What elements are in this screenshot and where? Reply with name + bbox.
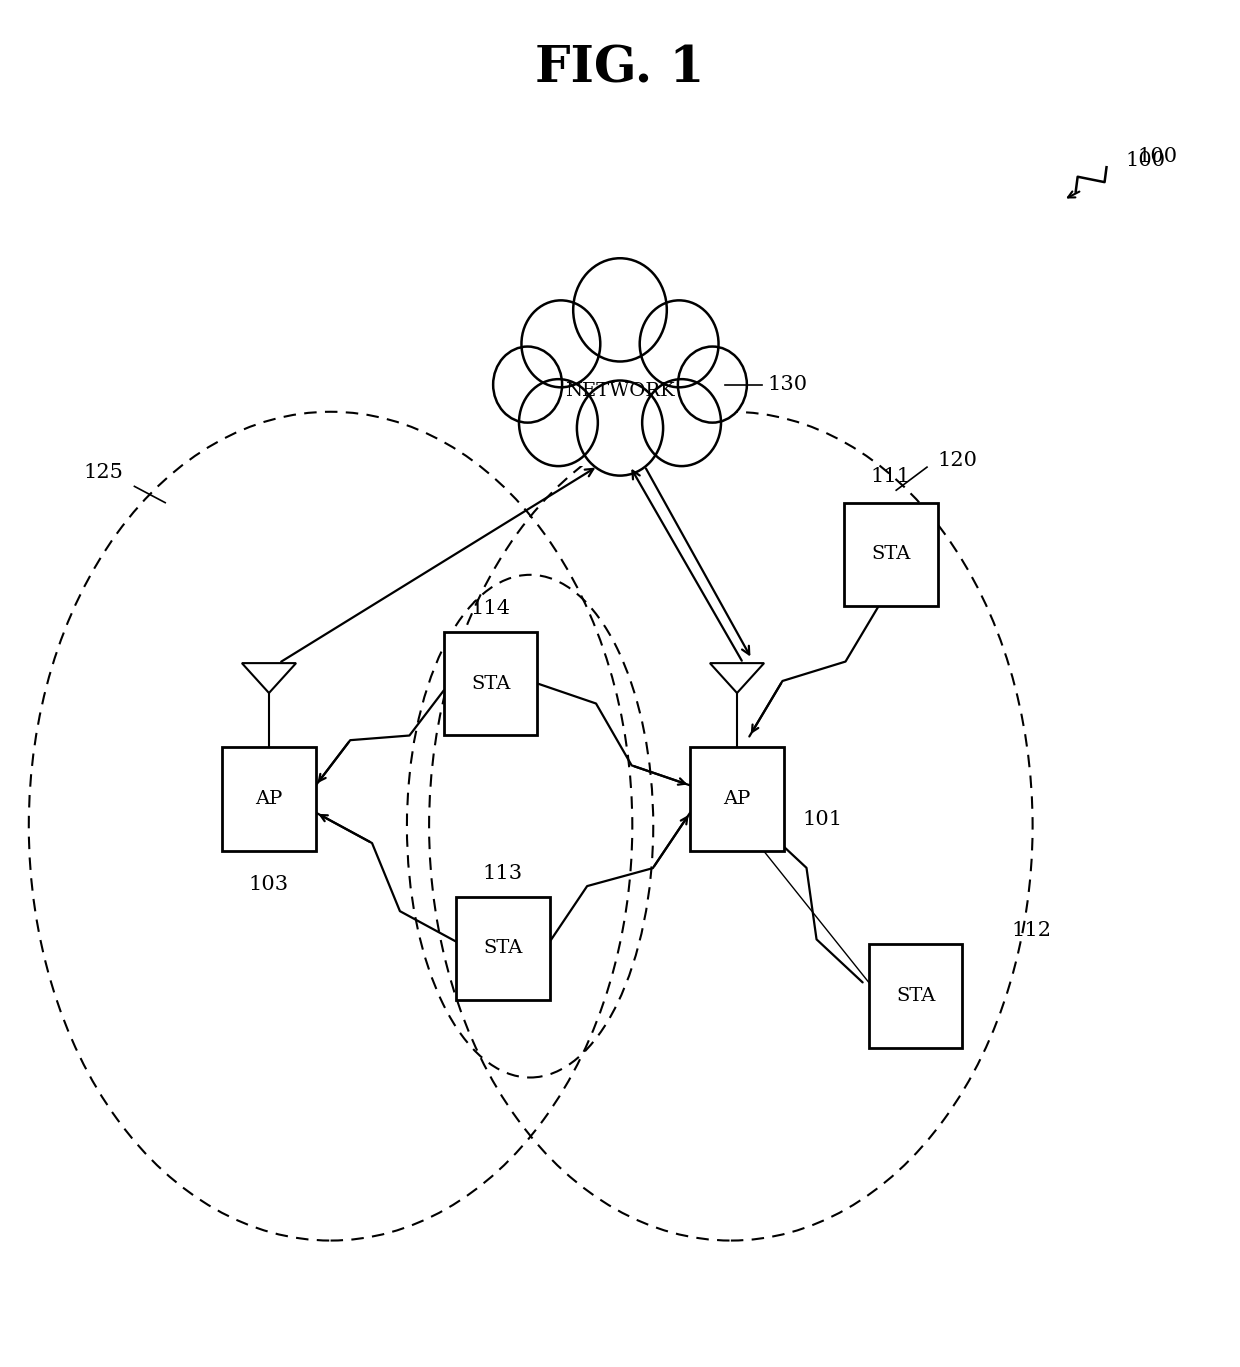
Text: 100: 100	[1137, 146, 1178, 165]
Circle shape	[573, 258, 667, 361]
Text: 113: 113	[482, 864, 523, 883]
Text: FIG. 1: FIG. 1	[536, 45, 704, 94]
Text: STA: STA	[484, 939, 523, 957]
FancyBboxPatch shape	[456, 897, 549, 1001]
Circle shape	[520, 379, 598, 466]
Text: 114: 114	[471, 599, 511, 618]
Text: 103: 103	[249, 875, 289, 894]
Text: NETWORK: NETWORK	[565, 383, 675, 401]
FancyBboxPatch shape	[516, 411, 724, 466]
Circle shape	[522, 301, 600, 387]
Text: STA: STA	[872, 545, 910, 563]
Circle shape	[640, 301, 718, 387]
Text: AP: AP	[723, 790, 750, 808]
Text: 101: 101	[802, 809, 842, 828]
FancyBboxPatch shape	[844, 503, 937, 606]
Text: STA: STA	[897, 987, 935, 1005]
Circle shape	[642, 379, 720, 466]
Text: 120: 120	[937, 451, 978, 470]
FancyBboxPatch shape	[869, 945, 962, 1047]
Text: 112: 112	[1012, 921, 1052, 940]
Text: 125: 125	[83, 463, 124, 483]
FancyBboxPatch shape	[222, 748, 316, 850]
Text: STA: STA	[471, 674, 511, 693]
Text: 130: 130	[768, 375, 808, 394]
Text: 100: 100	[1125, 150, 1166, 170]
FancyBboxPatch shape	[444, 632, 537, 735]
Circle shape	[494, 347, 562, 422]
Circle shape	[577, 380, 663, 476]
Text: AP: AP	[255, 790, 283, 808]
FancyBboxPatch shape	[691, 748, 784, 850]
Text: 111: 111	[870, 468, 911, 487]
Circle shape	[678, 347, 746, 422]
